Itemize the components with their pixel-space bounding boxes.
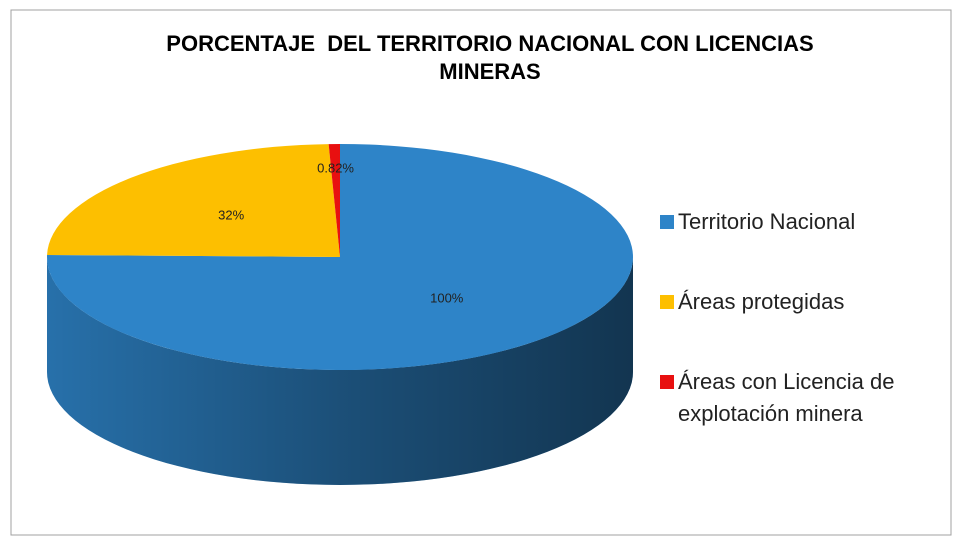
legend-swatch — [660, 375, 674, 389]
chart-title: PORCENTAJE DEL TERRITORIO NACIONAL CON L… — [166, 31, 820, 84]
data-label: 32% — [218, 207, 244, 222]
chart-border — [10, 9, 952, 536]
legend-label: Áreas protegidas — [678, 289, 845, 314]
legend-entry: Áreas protegidas — [660, 286, 930, 318]
legend-entry: Áreas con Licencia de explotación minera — [660, 366, 930, 430]
legend-swatch — [660, 215, 674, 229]
legend-label: Territorio Nacional — [678, 209, 856, 234]
slice — [47, 144, 341, 257]
slice-side-shade — [47, 257, 633, 485]
data-label: 0.82% — [317, 160, 354, 175]
legend-entry: Territorio Nacional — [660, 206, 930, 238]
legend-swatch — [660, 295, 674, 309]
legend-label: Áreas con Licencia de explotación minera — [678, 369, 895, 426]
slice — [328, 144, 340, 257]
data-label: 100% — [430, 290, 464, 305]
